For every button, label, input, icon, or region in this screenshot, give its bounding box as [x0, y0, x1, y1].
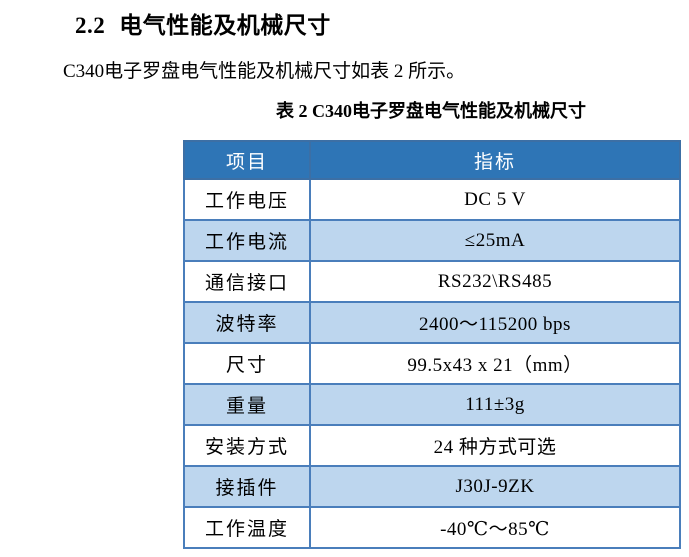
- header-spec: 指标: [309, 140, 681, 180]
- table-row: 通信接口 RS232\RS485: [183, 260, 681, 303]
- table-row: 重量 111±3g: [183, 383, 681, 426]
- row-value: 111±3g: [309, 383, 681, 426]
- section-title: 电气性能及机械尺寸: [119, 13, 331, 38]
- row-item: 接插件: [183, 465, 311, 508]
- table-row: 尺寸 99.5x43 x 21（mm）: [183, 342, 681, 385]
- row-value: J30J-9ZK: [309, 465, 681, 508]
- spec-table: 项目 指标 工作电压 DC 5 V 工作电流 ≤25mA 通信接口 RS232\…: [183, 140, 681, 549]
- row-item: 通信接口: [183, 260, 311, 303]
- row-item: 工作电压: [183, 178, 311, 221]
- row-value: 24 种方式可选: [309, 424, 681, 467]
- section-heading: 2.2 电气性能及机械尺寸: [75, 6, 331, 40]
- header-item: 项目: [183, 140, 311, 180]
- row-item: 工作电流: [183, 219, 311, 262]
- section-number: 2.2: [75, 13, 106, 38]
- row-value: DC 5 V: [309, 178, 681, 221]
- row-item: 波特率: [183, 301, 311, 344]
- table-caption: 表 2 C340电子罗盘电气性能及机械尺寸: [276, 101, 586, 121]
- table-row: 接插件 J30J-9ZK: [183, 465, 681, 508]
- table-header-row: 项目 指标: [183, 140, 681, 180]
- row-value: 2400～115200 bps: [309, 301, 681, 344]
- row-value: ≤25mA: [309, 219, 681, 262]
- table-row: 工作电流 ≤25mA: [183, 219, 681, 262]
- table-row: 波特率 2400～115200 bps: [183, 301, 681, 344]
- intro-paragraph: C340电子罗盘电气性能及机械尺寸如表 2 所示。: [63, 61, 466, 82]
- row-value: 99.5x43 x 21（mm）: [309, 342, 681, 385]
- row-item: 尺寸: [183, 342, 311, 385]
- table-row: 工作温度 -40℃～85℃: [183, 506, 681, 549]
- row-item: 工作温度: [183, 506, 311, 549]
- row-value: -40℃～85℃: [309, 506, 681, 549]
- row-value: RS232\RS485: [309, 260, 681, 303]
- row-item: 安装方式: [183, 424, 311, 467]
- row-item: 重量: [183, 383, 311, 426]
- table-row: 安装方式 24 种方式可选: [183, 424, 681, 467]
- table-row: 工作电压 DC 5 V: [183, 178, 681, 221]
